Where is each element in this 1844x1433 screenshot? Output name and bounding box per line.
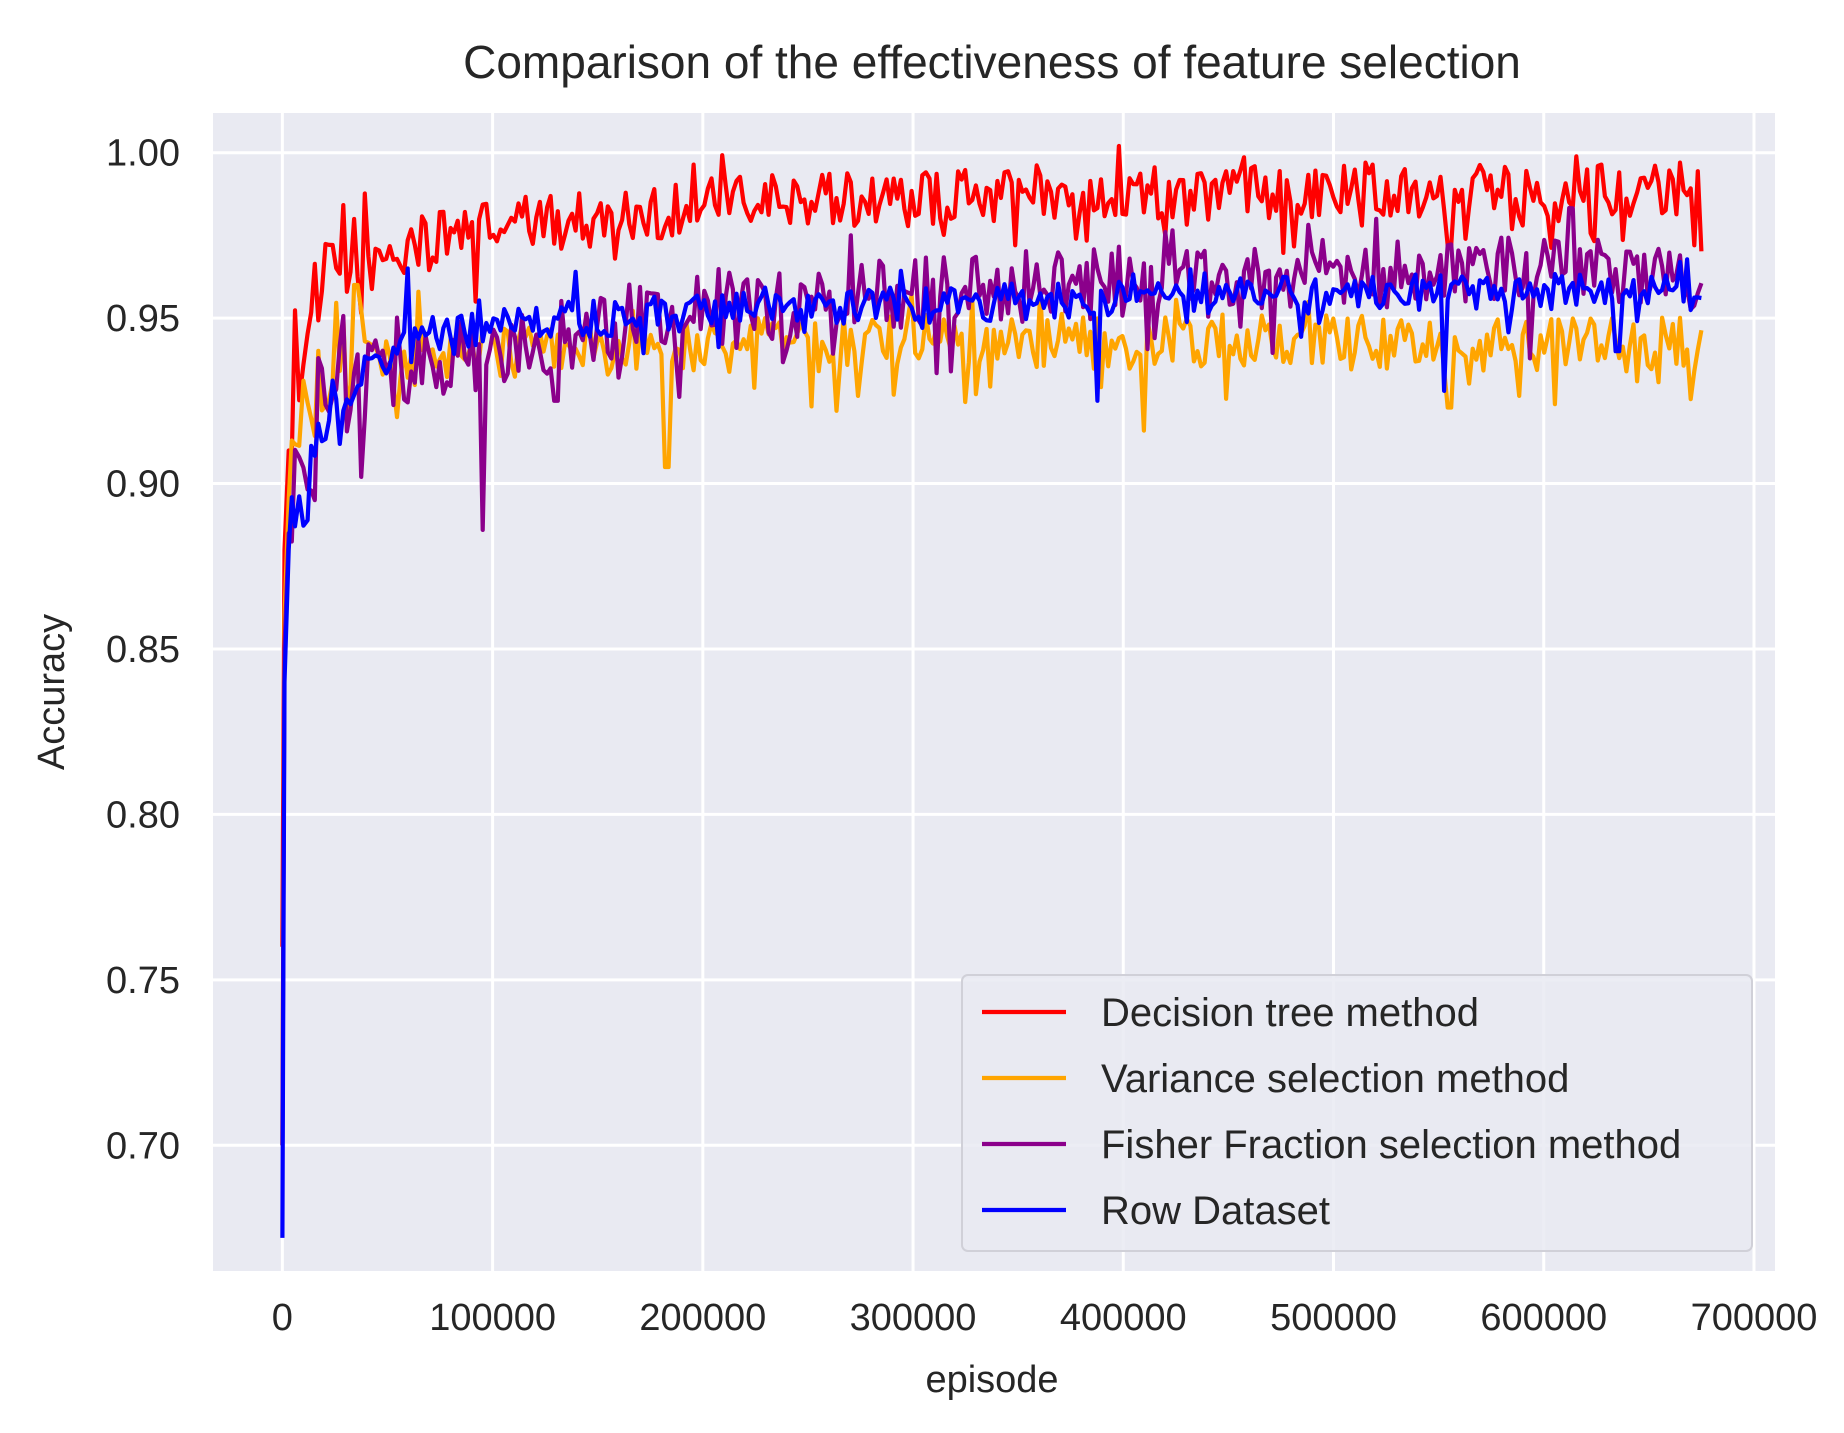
- series-line-1: [280, 282, 1704, 1146]
- x-tick-labels: 0 100000 200000 300000 400000 500000 600000 700…: [272, 1297, 1818, 1339]
- y-tick-labels: 0.70 0.75 0.80 0.85 0.90 0.95 1.00: [106, 133, 180, 1168]
- x-tick-label: 100000: [429, 1297, 556, 1339]
- y-tick-label: 0.90: [106, 464, 180, 506]
- legend: Decision tree method Variance selection m…: [961, 974, 1753, 1252]
- legend-label: Row Dataset: [1101, 1189, 1330, 1233]
- x-tick-label: 400000: [1060, 1297, 1187, 1339]
- x-tick-label: 600000: [1480, 1297, 1607, 1339]
- y-tick-label: 0.95: [106, 298, 180, 340]
- y-axis-label: Accuracy: [31, 614, 73, 770]
- series-lines: [280, 143, 1704, 1238]
- legend-label: Variance selection method: [1101, 1057, 1569, 1101]
- y-tick-label: 0.70: [106, 1125, 180, 1167]
- x-tick-label: 0: [272, 1297, 293, 1339]
- legend-box: [961, 974, 1753, 1252]
- legend-label: Decision tree method: [1101, 991, 1479, 1035]
- y-tick-label: 0.75: [106, 960, 180, 1002]
- series-line-3: [280, 257, 1702, 1238]
- series-line-0: [280, 143, 1704, 947]
- x-tick-label: 300000: [850, 1297, 977, 1339]
- x-tick-label: 500000: [1270, 1297, 1397, 1339]
- x-tick-label: 700000: [1691, 1297, 1818, 1339]
- chart-title: Comparison of the effectiveness of featu…: [463, 36, 1521, 88]
- y-tick-label: 1.00: [106, 133, 180, 175]
- legend-label: Fisher Fraction selection method: [1101, 1123, 1681, 1167]
- x-axis-label: episode: [925, 1359, 1058, 1401]
- y-tick-label: 0.80: [106, 794, 180, 836]
- y-tick-label: 0.85: [106, 629, 180, 671]
- x-tick-label: 200000: [639, 1297, 766, 1339]
